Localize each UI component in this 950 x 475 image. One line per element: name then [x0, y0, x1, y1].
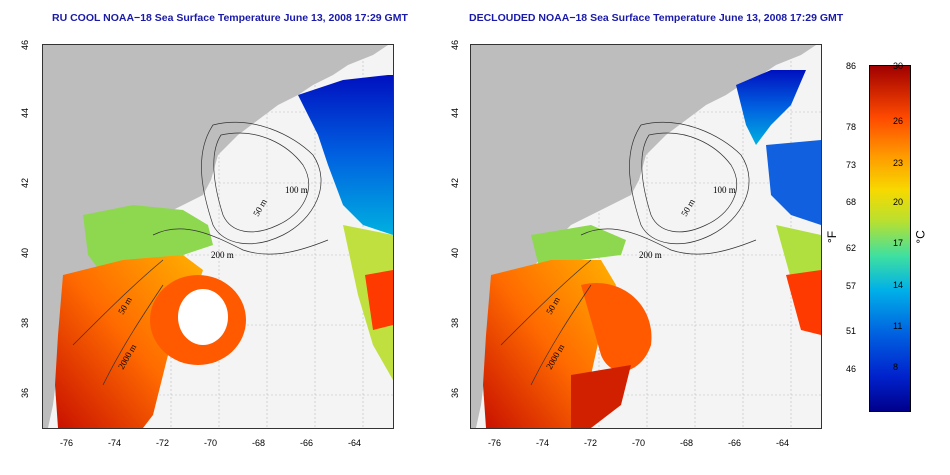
celsius-tick: 20	[893, 197, 904, 207]
lat-tick: 42	[450, 177, 461, 189]
contour-label-200m: 200 m	[639, 250, 662, 260]
fahrenheit-tick: 78	[846, 122, 857, 132]
sst-map-declouded-graphic: 100 m 50 m 200 m 50 m 2000 m	[471, 45, 821, 428]
lon-tick: -74	[108, 438, 122, 448]
lat-tick: 42	[20, 177, 31, 189]
contour-label-100m: 100 m	[285, 185, 308, 195]
lon-tick: -64	[348, 438, 362, 448]
lat-tick: 46	[450, 39, 461, 51]
sst-map-raw-graphic: 100 m 50 m 200 m 50 m 2000 m	[43, 45, 393, 428]
colorbar-unit-celsius: °C	[913, 230, 928, 244]
celsius-tick: 23	[893, 158, 904, 168]
lat-tick: 44	[20, 107, 31, 119]
fahrenheit-tick: 73	[846, 160, 857, 170]
fahrenheit-tick: 68	[846, 197, 857, 207]
lon-tick: -70	[632, 438, 646, 448]
lon-tick: -66	[728, 438, 742, 448]
lon-tick: -70	[204, 438, 218, 448]
lon-tick: -68	[252, 438, 266, 448]
lon-tick: -64	[776, 438, 790, 448]
lat-tick: 38	[20, 317, 31, 329]
sst-map-declouded: 100 m 50 m 200 m 50 m 2000 m	[470, 44, 822, 429]
celsius-tick: 11	[893, 321, 903, 331]
celsius-tick: 26	[893, 116, 904, 126]
fahrenheit-tick: 51	[846, 326, 857, 336]
lon-tick: -68	[680, 438, 694, 448]
celsius-tick: 14	[893, 280, 904, 290]
land-mass	[471, 45, 816, 428]
land-mass	[43, 45, 388, 428]
fahrenheit-tick: 86	[846, 61, 857, 71]
lat-tick: 36	[450, 387, 461, 399]
colorbar-unit-fahrenheit: °F	[825, 230, 840, 244]
celsius-tick: 30	[893, 61, 904, 71]
contour-label-50m-bank: 50 m	[251, 197, 269, 218]
lat-tick: 40	[450, 247, 461, 259]
fahrenheit-tick: 62	[846, 243, 857, 253]
lat-tick: 38	[450, 317, 461, 329]
fahrenheit-tick: 46	[846, 364, 857, 374]
map-title-right: DECLOUDED NOAA−18 Sea Surface Temperatur…	[469, 12, 844, 24]
lat-tick: 40	[20, 247, 31, 259]
contour-label-100m: 100 m	[713, 185, 736, 195]
sst-map-raw: 100 m 50 m 200 m 50 m 2000 m	[42, 44, 394, 429]
lat-tick: 36	[20, 387, 31, 399]
celsius-tick: 17	[893, 238, 904, 248]
lat-tick: 46	[20, 39, 31, 51]
temperature-colorbar	[869, 65, 911, 412]
lon-tick: -74	[536, 438, 550, 448]
lon-tick: -76	[60, 438, 74, 448]
lon-tick: -72	[584, 438, 598, 448]
map-title-left: RU COOL NOAA−18 Sea Surface Temperature …	[52, 12, 408, 24]
lon-tick: -72	[156, 438, 170, 448]
lat-tick: 44	[450, 107, 461, 119]
fahrenheit-tick: 57	[846, 281, 857, 291]
celsius-tick: 8	[893, 362, 899, 372]
lon-tick: -66	[300, 438, 314, 448]
contour-label-200m: 200 m	[211, 250, 234, 260]
lon-tick: -76	[488, 438, 502, 448]
contour-label-50m-bank: 50 m	[679, 197, 697, 218]
